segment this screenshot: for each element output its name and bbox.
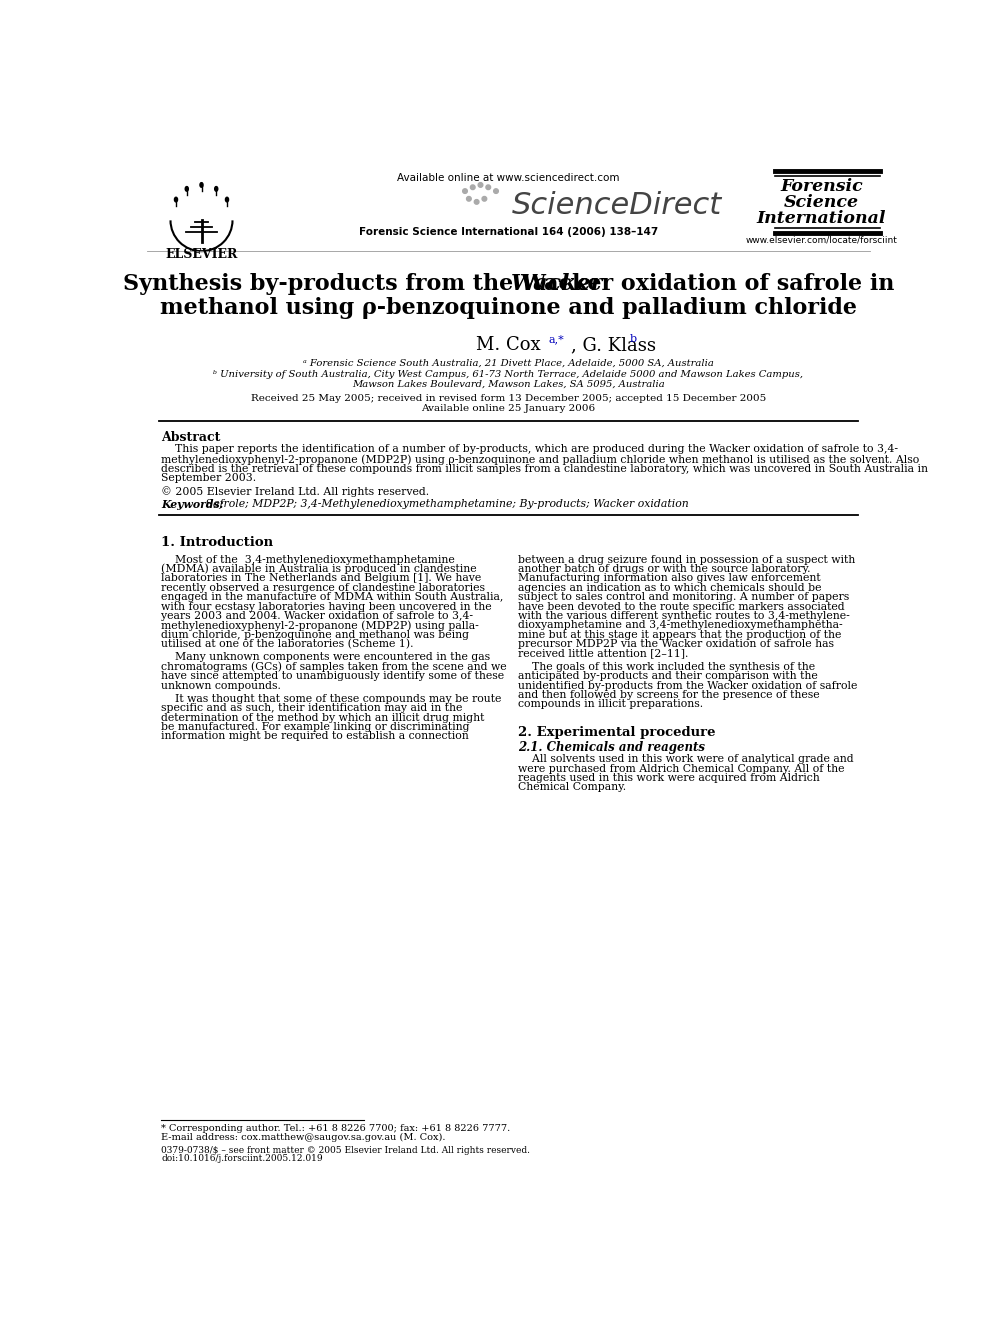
Text: Most of the  3,4-methylenedioxymethamphetamine: Most of the 3,4-methylenedioxymethamphet…: [161, 554, 455, 565]
Text: recently observed a resurgence of clandestine laboratories: recently observed a resurgence of clande…: [161, 582, 485, 593]
Text: with four ecstasy laboratories having been uncovered in the: with four ecstasy laboratories having be…: [161, 602, 492, 611]
Text: engaged in the manufacture of MDMA within South Australia,: engaged in the manufacture of MDMA withi…: [161, 593, 504, 602]
Text: unknown compounds.: unknown compounds.: [161, 680, 281, 691]
Text: * Corresponding author. Tel.: +61 8 8226 7700; fax: +61 8 8226 7777.: * Corresponding author. Tel.: +61 8 8226…: [161, 1123, 511, 1132]
Text: Safrole; MDP2P; 3,4-Methylenedioxymethamphetamine; By-products; Wacker oxidation: Safrole; MDP2P; 3,4-Methylenedioxymetham…: [201, 499, 688, 509]
Text: unidentified by-products from the Wacker oxidation of safrole: unidentified by-products from the Wacker…: [518, 680, 857, 691]
Text: between a drug seizure found in possession of a suspect with: between a drug seizure found in possessi…: [518, 554, 855, 565]
Text: Available online at www.sciencedirect.com: Available online at www.sciencedirect.co…: [397, 172, 620, 183]
Text: Available online 25 January 2006: Available online 25 January 2006: [422, 405, 595, 413]
Text: Synthesis by-products from the Wacker oxidation of safrole in: Synthesis by-products from the Wacker ox…: [123, 273, 894, 295]
Ellipse shape: [186, 187, 188, 191]
Text: 1. Introduction: 1. Introduction: [161, 536, 274, 549]
Text: September 2003.: September 2003.: [161, 474, 256, 483]
Text: described is the retrieval of these compounds from illicit samples from a clande: described is the retrieval of these comp…: [161, 463, 929, 474]
Text: E-mail address: cox.matthew@saugov.sa.gov.au (M. Cox).: E-mail address: cox.matthew@saugov.sa.go…: [161, 1132, 445, 1142]
Text: were purchased from Aldrich Chemical Company. All of the: were purchased from Aldrich Chemical Com…: [518, 763, 844, 774]
Text: b: b: [629, 335, 637, 344]
Ellipse shape: [175, 197, 178, 202]
Ellipse shape: [200, 183, 203, 188]
Text: 2.1. Chemicals and reagents: 2.1. Chemicals and reagents: [518, 741, 704, 754]
Text: Received 25 May 2005; received in revised form 13 December 2005; accepted 15 Dec: Received 25 May 2005; received in revise…: [251, 394, 766, 404]
Text: M. Cox: M. Cox: [476, 336, 541, 353]
Text: (MDMA) available in Australia is produced in clandestine: (MDMA) available in Australia is produce…: [161, 564, 477, 574]
Text: Many unknown components were encountered in the gas: Many unknown components were encountered…: [161, 652, 490, 663]
Text: anticipated by-products and their comparison with the: anticipated by-products and their compar…: [518, 671, 817, 681]
Text: information might be required to establish a connection: information might be required to establi…: [161, 732, 469, 741]
Text: Keywords:: Keywords:: [161, 499, 224, 511]
Text: All solvents used in this work were of analytical grade and: All solvents used in this work were of a…: [518, 754, 853, 765]
Text: agencies an indication as to which chemicals should be: agencies an indication as to which chemi…: [518, 582, 821, 593]
Text: determination of the method by which an illicit drug might: determination of the method by which an …: [161, 713, 484, 722]
Circle shape: [494, 189, 498, 193]
Text: Chemical Company.: Chemical Company.: [518, 782, 626, 792]
Text: and then followed by screens for the presence of these: and then followed by screens for the pre…: [518, 689, 819, 700]
Text: methylenedioxyphenyl-2-propanone (MDP2P) using palla-: methylenedioxyphenyl-2-propanone (MDP2P)…: [161, 620, 479, 631]
Text: The goals of this work included the synthesis of the: The goals of this work included the synt…: [518, 662, 814, 672]
Text: Mawson Lakes Boulevard, Mawson Lakes, SA 5095, Australia: Mawson Lakes Boulevard, Mawson Lakes, SA…: [352, 380, 665, 389]
Text: subject to sales control and monitoring. A number of papers: subject to sales control and monitoring.…: [518, 593, 849, 602]
Text: 2. Experimental procedure: 2. Experimental procedure: [518, 725, 715, 738]
Text: have since attempted to unambiguously identify some of these: have since attempted to unambiguously id…: [161, 671, 504, 681]
Text: dioxyamphetamine and 3,4-methylenedioxymethamphetha-: dioxyamphetamine and 3,4-methylenedioxym…: [518, 620, 842, 630]
Circle shape: [466, 197, 471, 201]
Text: , G. Klass: , G. Klass: [571, 336, 656, 353]
Text: ᵇ University of South Australia, City West Campus, 61-73 North Terrace, Adelaide: ᵇ University of South Australia, City We…: [213, 369, 804, 378]
Circle shape: [470, 185, 475, 189]
Circle shape: [482, 197, 487, 201]
Text: methylenedioxyphenyl-2-propanone (MDP2P) using ρ-benzoquinone and palladium chlo: methylenedioxyphenyl-2-propanone (MDP2P)…: [161, 454, 920, 464]
Text: another batch of drugs or with the source laboratory.: another batch of drugs or with the sourc…: [518, 564, 810, 574]
Circle shape: [462, 189, 467, 193]
Text: chromatograms (GCs) of samples taken from the scene and we: chromatograms (GCs) of samples taken fro…: [161, 662, 507, 672]
Circle shape: [478, 183, 483, 188]
Text: 0379-0738/$ – see front matter © 2005 Elsevier Ireland Ltd. All rights reserved.: 0379-0738/$ – see front matter © 2005 El…: [161, 1146, 530, 1155]
Text: with the various different synthetic routes to 3,4-methylene-: with the various different synthetic rou…: [518, 611, 849, 620]
Text: mine but at this stage it appears that the production of the: mine but at this stage it appears that t…: [518, 630, 841, 640]
Ellipse shape: [225, 197, 228, 202]
Text: ELSEVIER: ELSEVIER: [166, 249, 238, 261]
Text: methanol using ρ-benzoquinone and palladium chloride: methanol using ρ-benzoquinone and pallad…: [160, 298, 857, 319]
Text: compounds in illicit preparations.: compounds in illicit preparations.: [518, 700, 702, 709]
Text: This paper reports the identification of a number of by-products, which are prod: This paper reports the identification of…: [161, 445, 898, 454]
Text: years 2003 and 2004. Wacker oxidation of safrole to 3,4-: years 2003 and 2004. Wacker oxidation of…: [161, 611, 473, 620]
Text: Science: Science: [784, 194, 859, 212]
Text: International: International: [757, 210, 886, 228]
Text: © 2005 Elsevier Ireland Ltd. All rights reserved.: © 2005 Elsevier Ireland Ltd. All rights …: [161, 486, 430, 497]
Text: Abstract: Abstract: [161, 431, 220, 445]
Text: utilised at one of the laboratories (Scheme 1).: utilised at one of the laboratories (Sch…: [161, 639, 414, 650]
Text: Forensic: Forensic: [780, 179, 863, 194]
Text: ScienceDirect: ScienceDirect: [512, 191, 722, 220]
Text: Manufacturing information also gives law enforcement: Manufacturing information also gives law…: [518, 573, 820, 583]
Text: precursor MDP2P via the Wacker oxidation of safrole has: precursor MDP2P via the Wacker oxidation…: [518, 639, 833, 650]
Text: Forensic Science International 164 (2006) 138–147: Forensic Science International 164 (2006…: [359, 226, 658, 237]
Text: received little attention [2–11].: received little attention [2–11].: [518, 648, 688, 659]
Text: www.elsevier.com/locate/forsciint: www.elsevier.com/locate/forsciint: [746, 235, 898, 245]
Text: a,*: a,*: [549, 335, 564, 344]
Circle shape: [486, 185, 491, 189]
Circle shape: [474, 200, 479, 204]
Text: ᵃ Forensic Science South Australia, 21 Divett Place, Adelaide, 5000 SA, Australi: ᵃ Forensic Science South Australia, 21 D…: [303, 359, 714, 368]
Text: have been devoted to the route specific markers associated: have been devoted to the route specific …: [518, 602, 844, 611]
Ellipse shape: [214, 187, 218, 191]
Text: specific and as such, their identification may aid in the: specific and as such, their identificati…: [161, 703, 462, 713]
Text: It was thought that some of these compounds may be route: It was thought that some of these compou…: [161, 693, 502, 704]
Text: be manufactured. For example linking or discriminating: be manufactured. For example linking or …: [161, 722, 469, 732]
Text: laboratories in The Netherlands and Belgium [1]. We have: laboratories in The Netherlands and Belg…: [161, 573, 481, 583]
Text: reagents used in this work were acquired from Aldrich: reagents used in this work were acquired…: [518, 773, 819, 783]
Text: dium chloride, p-benzoquinone and methanol was being: dium chloride, p-benzoquinone and methan…: [161, 630, 469, 640]
Text: doi:10.1016/j.forsciint.2005.12.019: doi:10.1016/j.forsciint.2005.12.019: [161, 1155, 322, 1163]
Text: Wacker: Wacker: [511, 273, 603, 295]
